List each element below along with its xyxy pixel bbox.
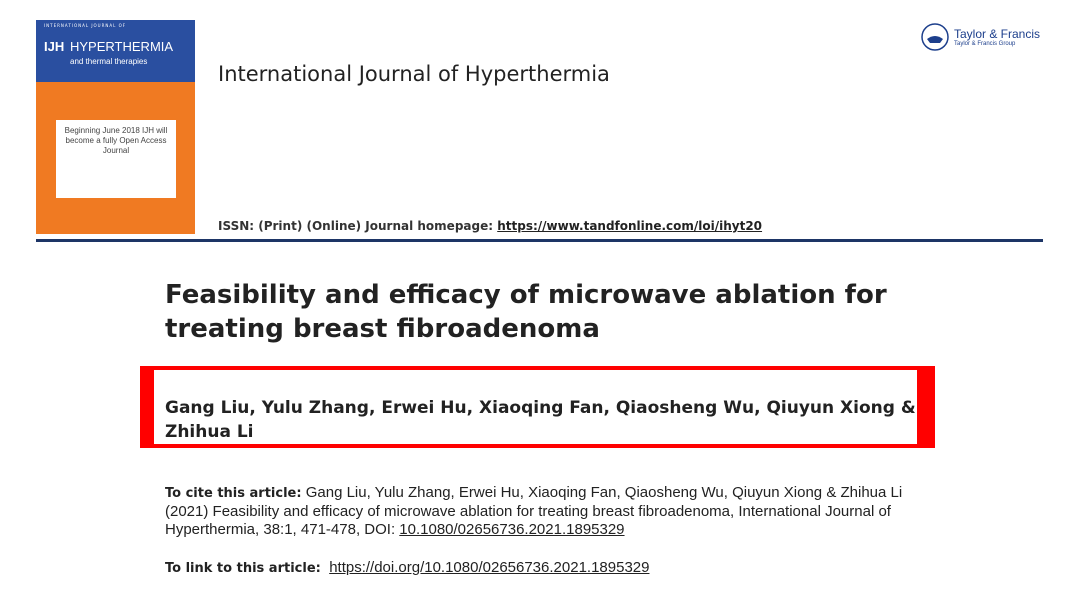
doi-link[interactable]: 10.1080/02656736.2021.1895329	[399, 521, 625, 538]
issn-label: ISSN: (Print) (Online) Journal homepage:	[218, 219, 494, 233]
publisher-name: Taylor & Francis	[954, 27, 1041, 41]
cite-label: To cite this article:	[165, 486, 302, 501]
cover-band: INTERNATIONAL JOURNAL OF IJH HYPERTHERMI…	[36, 20, 195, 82]
publisher-group: Taylor & Francis Group	[954, 41, 1016, 47]
highlight-box	[140, 366, 935, 448]
cover-abbr: IJH	[44, 39, 65, 54]
cite-text: Gang Liu, Yulu Zhang, Erwei Hu, Xiaoqing…	[165, 484, 903, 538]
article-url[interactable]: https://doi.org/10.1080/02656736.2021.18…	[329, 559, 650, 576]
journal-cover: INTERNATIONAL JOURNAL OF IJH HYPERTHERMI…	[36, 20, 195, 234]
issn-line: ISSN: (Print) (Online) Journal homepage:…	[218, 219, 762, 233]
cover-series: INTERNATIONAL JOURNAL OF	[44, 23, 127, 28]
journal-name: International Journal of Hyperthermia	[218, 62, 610, 86]
publisher-icon	[921, 23, 949, 51]
homepage-link[interactable]: https://www.tandfonline.com/loi/ihyt20	[497, 219, 763, 233]
article-title: Feasibility and efficacy of microwave ab…	[165, 280, 887, 344]
link-label: To link to this article:	[165, 561, 321, 576]
article-link: To link to this article: https://doi.org…	[165, 559, 649, 576]
header-rule	[36, 239, 1043, 242]
cover-subtitle: and thermal therapies	[70, 57, 148, 66]
citation: To cite this article: Gang Liu, Yulu Zha…	[165, 484, 925, 539]
authors: Gang Liu, Yulu Zhang, Erwei Hu, Xiaoqing…	[165, 398, 916, 442]
cover-notice: Beginning June 2018 IJH will become a fu…	[56, 120, 176, 198]
publisher-logo: Taylor & Francis Taylor & Francis Group	[920, 22, 1040, 52]
cover-name: HYPERTHERMIA	[70, 39, 174, 54]
